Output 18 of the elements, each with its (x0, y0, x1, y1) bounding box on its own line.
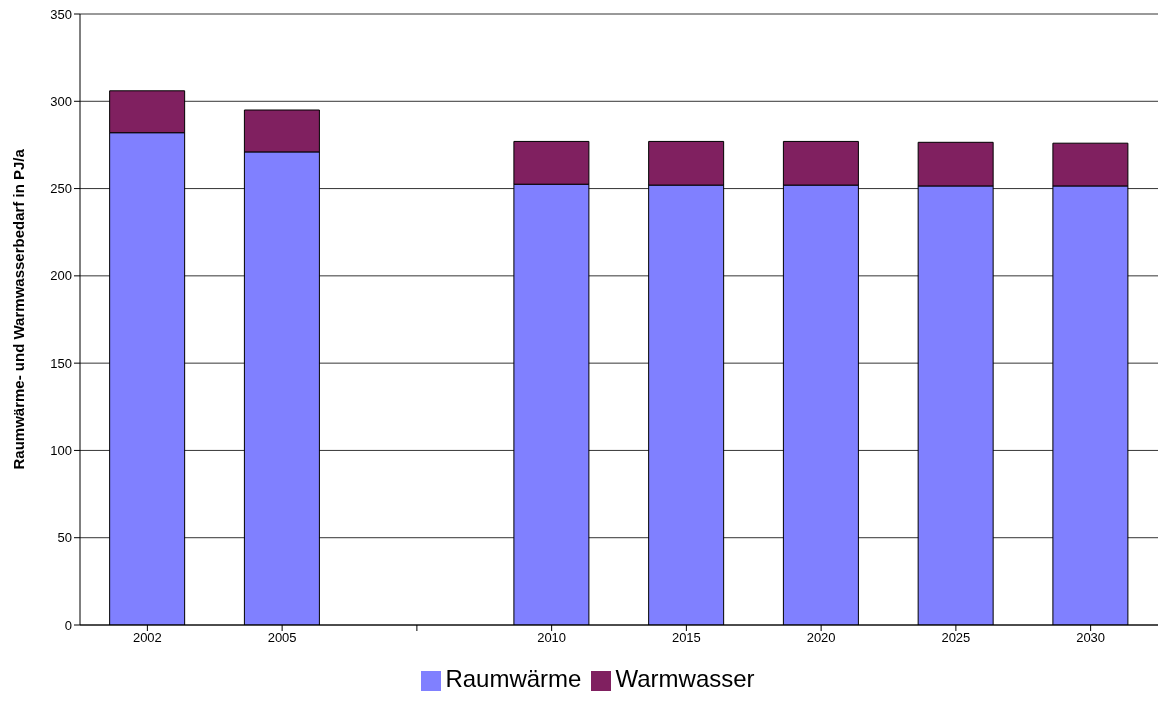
x-tick-label: 2030 (1076, 630, 1106, 646)
x-tick-label: 2010 (537, 630, 567, 646)
legend-label: Warmwasser (615, 665, 755, 692)
y-tick-label: 100 (50, 443, 72, 459)
x-tick-label: 2015 (671, 630, 701, 646)
y-tick-label: 250 (50, 181, 72, 197)
y-tick-label: 200 (50, 268, 72, 284)
x-tick-label: 2005 (267, 630, 297, 646)
legend-label: Raumwärme (445, 665, 582, 692)
y-axis-title: Raumwärme- und Warmwasserbedarf in PJ/a (10, 148, 28, 470)
y-tick-label: 50 (57, 530, 72, 546)
y-tick-label: 300 (50, 93, 72, 109)
y-tick-label: 350 (50, 6, 72, 22)
x-tick-label: 2020 (806, 630, 836, 646)
x-tick-label: 2002 (132, 630, 162, 646)
y-tick-label: 0 (64, 617, 72, 633)
y-tick-label: 150 (50, 355, 72, 371)
x-tick-label: 2025 (941, 630, 971, 646)
